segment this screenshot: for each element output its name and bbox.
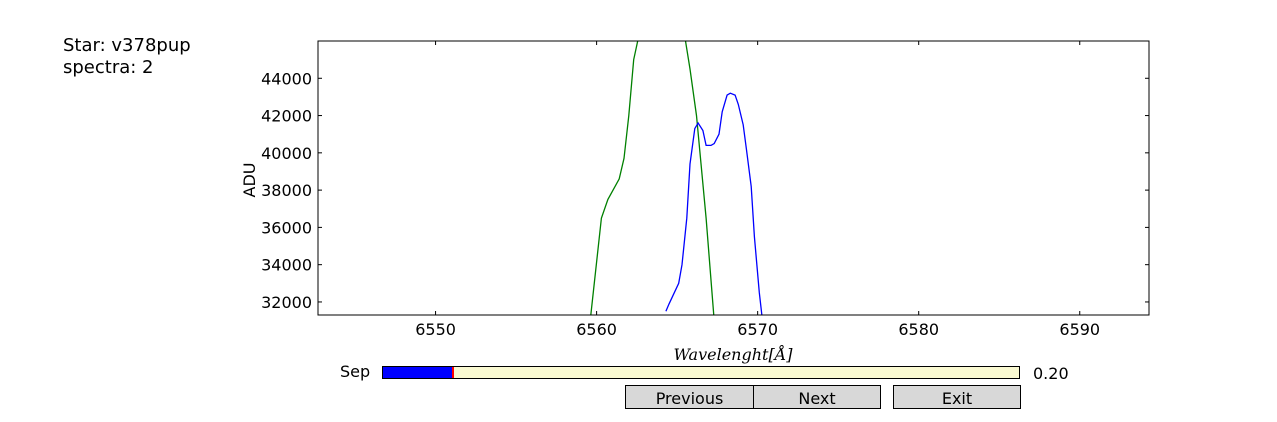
sep-slider-label: Sep xyxy=(340,362,371,381)
series-layer xyxy=(590,41,763,315)
x-tick-label: 6570 xyxy=(737,320,778,339)
y-axis-label: ADU xyxy=(240,163,259,198)
exit-button[interactable]: Exit xyxy=(893,385,1021,409)
x-tick-label: 6580 xyxy=(898,320,939,339)
spectrum-line-2 xyxy=(665,92,763,315)
sep-slider-value: 0.20 xyxy=(1033,364,1069,383)
y-tick-label: 32000 xyxy=(261,293,312,312)
x-tick-label: 6560 xyxy=(576,320,617,339)
y-tick-label: 36000 xyxy=(261,218,312,237)
sep-slider[interactable] xyxy=(382,366,1020,379)
star-name-text: Star: v378pup xyxy=(63,35,191,56)
y-tick-label: 34000 xyxy=(261,256,312,275)
x-tick-label: 6590 xyxy=(1059,320,1100,339)
sep-slider-fill xyxy=(383,367,453,378)
next-button[interactable]: Next xyxy=(753,385,881,409)
x-tick-label: 6550 xyxy=(415,320,456,339)
x-axis: 6550 6560 6570 6580 6590 xyxy=(415,41,1100,339)
y-tick-label: 40000 xyxy=(261,144,312,163)
info-panel: Star: v378pup spectra: 2 xyxy=(63,35,191,79)
y-axis: 32000 34000 36000 38000 40000 42000 44000 xyxy=(261,69,1149,312)
spectrum-line-1 xyxy=(590,41,715,315)
plot-frame xyxy=(317,40,1150,316)
spectra-count-text: spectra: 2 xyxy=(63,57,154,78)
sep-slider-handle[interactable] xyxy=(452,367,454,378)
previous-button[interactable]: Previous xyxy=(625,385,754,409)
y-tick-label: 42000 xyxy=(261,107,312,126)
x-axis-label: Wavelenght[Å] xyxy=(673,344,793,364)
y-tick-label: 38000 xyxy=(261,181,312,200)
y-tick-label: 44000 xyxy=(261,69,312,88)
